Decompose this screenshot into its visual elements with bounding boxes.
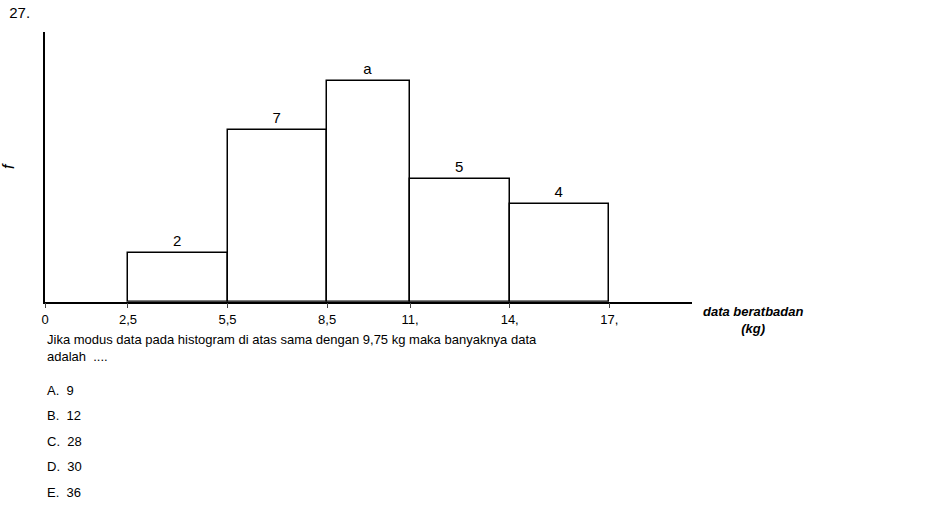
svg-text:17,: 17, (600, 312, 618, 327)
svg-text:4: 4 (555, 183, 563, 200)
svg-text:0: 0 (41, 312, 48, 327)
svg-text:7: 7 (273, 109, 281, 126)
svg-text:f: f (0, 163, 17, 169)
svg-text:E. 36: E. 36 (47, 485, 81, 500)
svg-text:A. 9: A. 9 (47, 383, 74, 398)
svg-text:B. 12: B. 12 (47, 408, 81, 423)
svg-text:14,: 14, (501, 312, 519, 327)
svg-text:11,: 11, (402, 312, 419, 327)
svg-text:8,5: 8,5 (318, 312, 336, 327)
svg-text:a: a (363, 60, 372, 77)
svg-text:2: 2 (173, 232, 181, 249)
svg-text:2,5: 2,5 (119, 312, 137, 327)
svg-text:27.: 27. (9, 4, 30, 21)
svg-text:data beratbadan(kg): data beratbadan(kg) (703, 304, 803, 336)
svg-text:5,5: 5,5 (219, 312, 237, 327)
svg-text:D. 30: D. 30 (47, 459, 82, 474)
svg-text:Jika modus data pada histogram: Jika modus data pada histogram di atas s… (47, 332, 537, 364)
svg-text:5: 5 (455, 158, 463, 175)
svg-text:C. 28: C. 28 (47, 434, 82, 449)
